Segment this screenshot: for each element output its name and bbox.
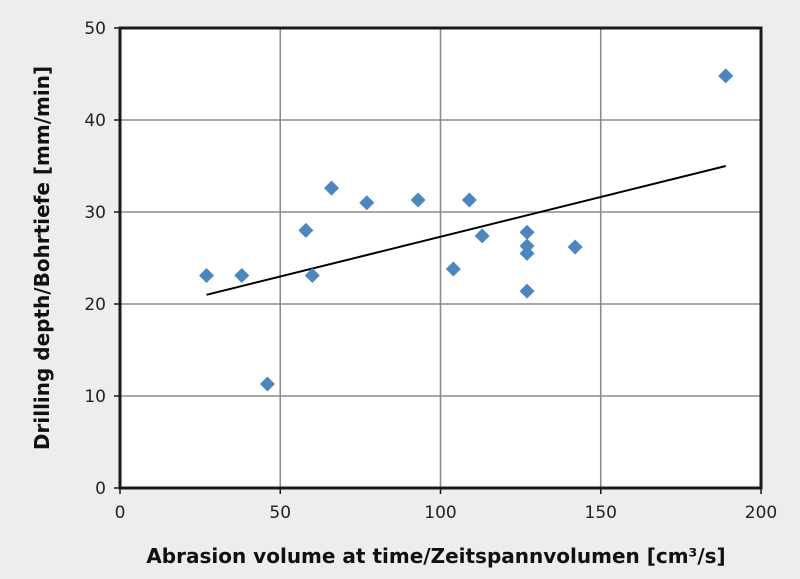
x-tick-label: 200 bbox=[745, 503, 777, 523]
data-point bbox=[461, 192, 477, 208]
data-point bbox=[519, 224, 535, 240]
data-point bbox=[324, 180, 340, 196]
x-axis-ticks: 0 50 100 150 200 bbox=[115, 488, 777, 523]
data-points bbox=[199, 68, 734, 392]
linear-trendline bbox=[206, 165, 726, 296]
data-point bbox=[519, 283, 535, 299]
data-point bbox=[519, 245, 535, 261]
trendline bbox=[206, 165, 726, 296]
data-point bbox=[304, 267, 320, 283]
y-tick-label: 40 bbox=[84, 111, 106, 131]
data-point bbox=[718, 68, 734, 84]
x-tick-label: 150 bbox=[585, 503, 617, 523]
y-tick-label: 30 bbox=[84, 203, 106, 223]
data-point bbox=[298, 222, 314, 238]
data-point bbox=[259, 376, 275, 392]
y-axis-ticks: 0 10 20 30 40 50 bbox=[84, 19, 120, 499]
x-tick-label: 0 bbox=[115, 503, 126, 523]
data-point bbox=[474, 228, 490, 244]
plot-area bbox=[118, 26, 763, 490]
gridlines bbox=[120, 28, 761, 488]
data-point bbox=[359, 195, 375, 211]
data-point bbox=[567, 239, 583, 255]
data-point bbox=[410, 192, 426, 208]
y-axis-title: Drilling depth/Bohrtiefe [mm/min] bbox=[30, 66, 54, 450]
y-tick-label: 50 bbox=[84, 19, 106, 39]
data-point bbox=[199, 267, 215, 283]
x-tick-label: 100 bbox=[424, 503, 456, 523]
y-tick-label: 0 bbox=[95, 479, 106, 499]
x-tick-label: 50 bbox=[269, 503, 291, 523]
x-axis-title: Abrasion volume at time/Zeitspannvolumen… bbox=[146, 544, 725, 568]
data-point bbox=[234, 267, 250, 283]
data-point bbox=[445, 261, 461, 277]
y-tick-label: 20 bbox=[84, 295, 106, 315]
y-tick-label: 10 bbox=[84, 387, 106, 407]
